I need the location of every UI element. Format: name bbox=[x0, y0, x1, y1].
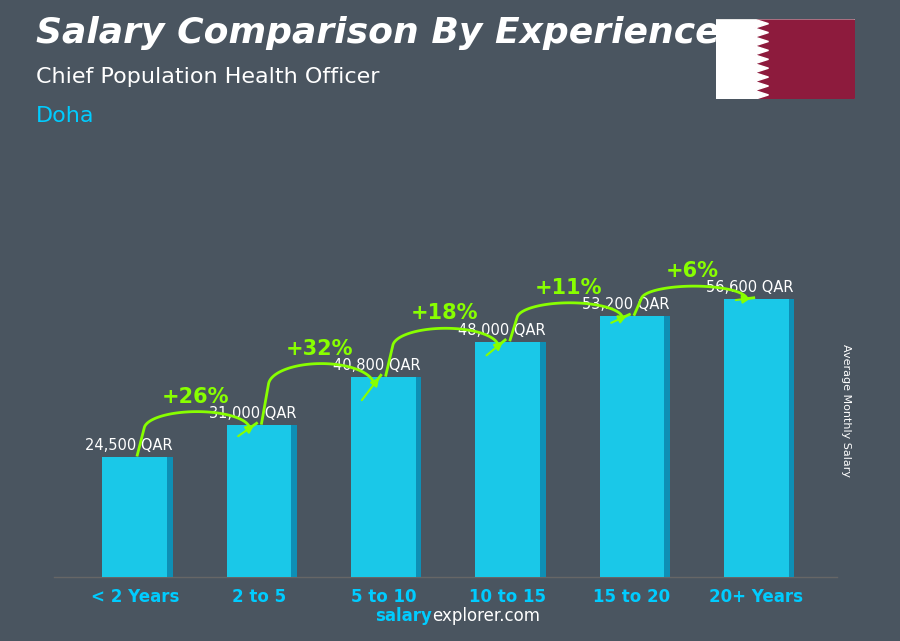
Bar bbox=[103, 457, 167, 577]
Text: 31,000 QAR: 31,000 QAR bbox=[209, 406, 297, 421]
Polygon shape bbox=[788, 299, 794, 577]
Text: +11%: +11% bbox=[535, 278, 602, 298]
Text: Salary Comparison By Experience: Salary Comparison By Experience bbox=[36, 16, 720, 50]
Bar bbox=[475, 342, 540, 577]
Text: salary: salary bbox=[375, 607, 432, 625]
Bar bbox=[227, 425, 292, 577]
Polygon shape bbox=[664, 316, 670, 577]
Polygon shape bbox=[754, 19, 855, 99]
Text: +18%: +18% bbox=[410, 303, 478, 323]
Text: Doha: Doha bbox=[36, 106, 94, 126]
Text: +32%: +32% bbox=[286, 338, 354, 358]
Polygon shape bbox=[716, 19, 754, 99]
Text: Chief Population Health Officer: Chief Population Health Officer bbox=[36, 67, 380, 87]
Text: Average Monthly Salary: Average Monthly Salary bbox=[841, 344, 850, 477]
Bar bbox=[724, 299, 788, 577]
Polygon shape bbox=[416, 377, 421, 577]
Bar bbox=[599, 316, 664, 577]
Bar bbox=[351, 377, 416, 577]
Text: 48,000 QAR: 48,000 QAR bbox=[457, 322, 545, 338]
Polygon shape bbox=[292, 425, 297, 577]
Text: +26%: +26% bbox=[162, 387, 230, 406]
Text: 40,800 QAR: 40,800 QAR bbox=[333, 358, 421, 373]
Text: 53,200 QAR: 53,200 QAR bbox=[582, 297, 670, 312]
Polygon shape bbox=[716, 19, 769, 99]
Text: 24,500 QAR: 24,500 QAR bbox=[85, 438, 173, 453]
Text: explorer.com: explorer.com bbox=[432, 607, 540, 625]
Text: 56,600 QAR: 56,600 QAR bbox=[706, 281, 794, 296]
Polygon shape bbox=[167, 457, 173, 577]
Text: +6%: +6% bbox=[666, 261, 719, 281]
Polygon shape bbox=[540, 342, 545, 577]
